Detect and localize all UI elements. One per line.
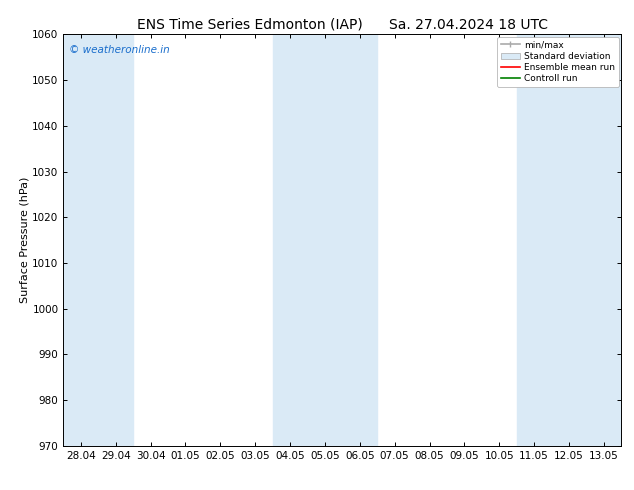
Bar <box>517 34 621 446</box>
Text: © weatheronline.in: © weatheronline.in <box>69 45 170 54</box>
Legend: min/max, Standard deviation, Ensemble mean run, Controll run: min/max, Standard deviation, Ensemble me… <box>497 37 619 87</box>
Bar <box>63 34 133 446</box>
Y-axis label: Surface Pressure (hPa): Surface Pressure (hPa) <box>20 177 30 303</box>
Bar <box>273 34 377 446</box>
Title: ENS Time Series Edmonton (IAP)      Sa. 27.04.2024 18 UTC: ENS Time Series Edmonton (IAP) Sa. 27.04… <box>137 18 548 32</box>
